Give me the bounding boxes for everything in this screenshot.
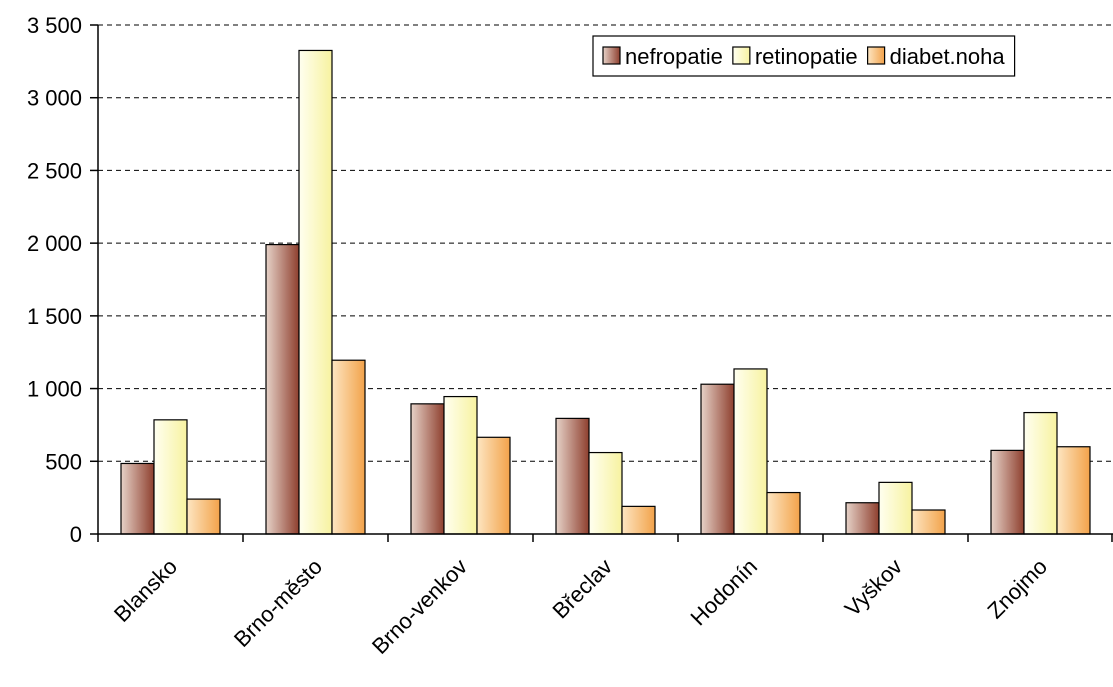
bar-diabet-noha-1 (331, 359, 366, 535)
bar-diabet-noha-2 (476, 436, 511, 535)
bar-diabet-noha-0 (186, 498, 221, 535)
x-tick-label: Brno-město (229, 554, 327, 652)
x-tick-label: Břeclav (547, 554, 617, 624)
bar-nefropatie-0 (120, 462, 155, 535)
bar-diabet-noha-6 (1056, 446, 1091, 535)
legend-label: retinopatie (755, 44, 858, 69)
x-tick-label: Blansko (109, 554, 182, 627)
y-tick-label: 1 000 (27, 377, 82, 402)
y-tick-label: 3 500 (27, 13, 82, 38)
y-tick-label: 1 500 (27, 304, 82, 329)
bar-retinopatie-4 (733, 368, 768, 535)
legend-swatch-nefropatie (602, 46, 621, 65)
bar-nefropatie-4 (700, 383, 735, 535)
bar-nefropatie-1 (265, 243, 300, 535)
x-tick-label: Znojmo (982, 554, 1052, 624)
bar-retinopatie-5 (878, 481, 913, 535)
bars (120, 49, 1091, 535)
x-tick-label: Brno-venkov (367, 554, 472, 659)
bar-nefropatie-6 (990, 449, 1025, 535)
legend: nefropatie retinopatie diabet.noha (592, 35, 1016, 77)
bar-retinopatie-2 (443, 395, 478, 535)
legend-label: nefropatie (625, 44, 723, 69)
y-tick-label: 3 000 (27, 86, 82, 111)
legend-swatch-diabet-noha (867, 46, 886, 65)
bar-retinopatie-0 (153, 419, 188, 535)
bar-retinopatie-3 (588, 451, 623, 535)
legend-box (592, 35, 1016, 77)
y-tick-label: 0 (70, 522, 82, 547)
y-tick-label: 2 500 (27, 158, 82, 183)
y-tick-label: 2 000 (27, 231, 82, 256)
legend-label: diabet.noha (890, 44, 1006, 69)
x-tick-label: Hodonín (686, 554, 763, 631)
legend-swatch-retinopatie (732, 46, 751, 65)
axes (90, 24, 1113, 542)
bar-nefropatie-2 (410, 403, 445, 535)
bar-nefropatie-5 (845, 502, 880, 535)
bar-retinopatie-1 (298, 49, 333, 535)
gridlines (98, 24, 1113, 462)
bar-diabet-noha-3 (621, 505, 656, 535)
bar-diabet-noha-5 (911, 509, 946, 535)
x-tick-labels: Blansko Brno-město Brno-venkov Břeclav Hodon… (109, 554, 1052, 659)
x-tick-label: Vyškov (840, 554, 907, 621)
y-tick-labels: 0 500 1 000 1 500 2 000 2 500 3 000 3 500 (27, 13, 82, 547)
bar-retinopatie-6 (1023, 411, 1058, 535)
bar-diabet-noha-4 (766, 491, 801, 535)
bar-nefropatie-3 (555, 417, 590, 535)
y-tick-label: 500 (45, 449, 82, 474)
